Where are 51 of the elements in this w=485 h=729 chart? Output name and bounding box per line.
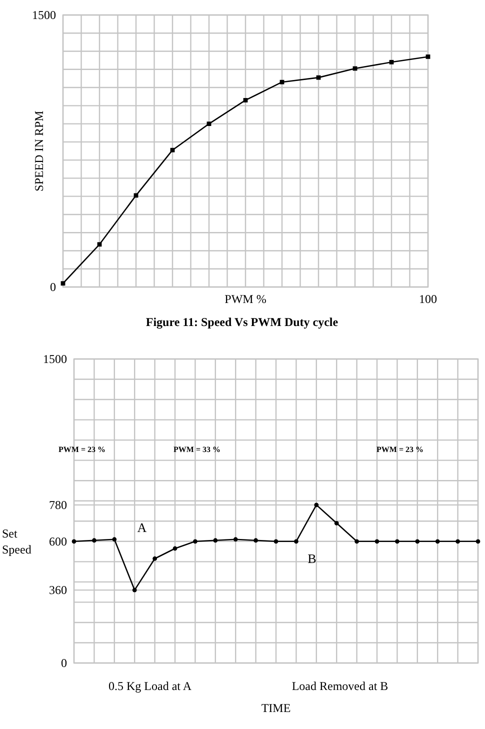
point bbox=[92, 538, 96, 543]
y-axis-title: SPEED IN RPM bbox=[32, 110, 46, 192]
point bbox=[254, 538, 258, 543]
y-tick-label: 1500 bbox=[32, 8, 56, 22]
point bbox=[206, 122, 212, 126]
point bbox=[374, 539, 380, 544]
y-tick-label: 360 bbox=[49, 583, 67, 598]
point bbox=[354, 539, 359, 544]
point bbox=[274, 539, 278, 544]
point bbox=[152, 556, 157, 561]
y-tick-label: 1500 bbox=[43, 352, 67, 366]
point bbox=[112, 537, 117, 542]
point bbox=[213, 538, 218, 543]
point bbox=[134, 193, 138, 198]
point bbox=[280, 80, 284, 84]
point bbox=[233, 537, 238, 542]
annotation: B bbox=[308, 551, 317, 566]
annotation: PWM = 23 % bbox=[376, 445, 424, 454]
text: Load Removed at B bbox=[292, 679, 388, 693]
point bbox=[435, 539, 440, 544]
y-tick-label: 780 bbox=[49, 498, 67, 512]
point bbox=[132, 588, 137, 592]
caption: Figure 11: Speed Vs PWM Duty cycle bbox=[146, 315, 339, 329]
y-tick-label: 0 bbox=[61, 656, 67, 670]
point bbox=[172, 546, 178, 551]
point bbox=[314, 502, 319, 508]
text: 0.5 Kg Load at A bbox=[108, 679, 192, 693]
annotation: PWM = 33 % bbox=[174, 445, 220, 454]
point bbox=[395, 539, 400, 544]
point bbox=[243, 98, 248, 102]
y-tick-label: 0 bbox=[50, 280, 56, 294]
point bbox=[426, 54, 430, 59]
point bbox=[170, 148, 175, 152]
y-axis-title: Set Speed bbox=[2, 526, 32, 556]
point bbox=[316, 75, 321, 80]
point bbox=[456, 539, 460, 544]
point bbox=[415, 539, 420, 544]
point bbox=[193, 539, 198, 544]
point bbox=[476, 539, 480, 544]
x-axis-title: TIME bbox=[261, 701, 291, 715]
point bbox=[389, 60, 394, 64]
y-tick-label: 600 bbox=[49, 534, 67, 549]
annotation: PWM = 23 % bbox=[58, 445, 106, 454]
point bbox=[97, 242, 102, 247]
x-tick-label: 100 bbox=[419, 292, 437, 306]
point bbox=[60, 281, 66, 286]
point bbox=[294, 539, 298, 544]
point bbox=[72, 539, 76, 544]
x-axis-title: PWM % bbox=[224, 292, 266, 306]
annotation: A bbox=[137, 520, 148, 535]
point bbox=[334, 520, 339, 526]
